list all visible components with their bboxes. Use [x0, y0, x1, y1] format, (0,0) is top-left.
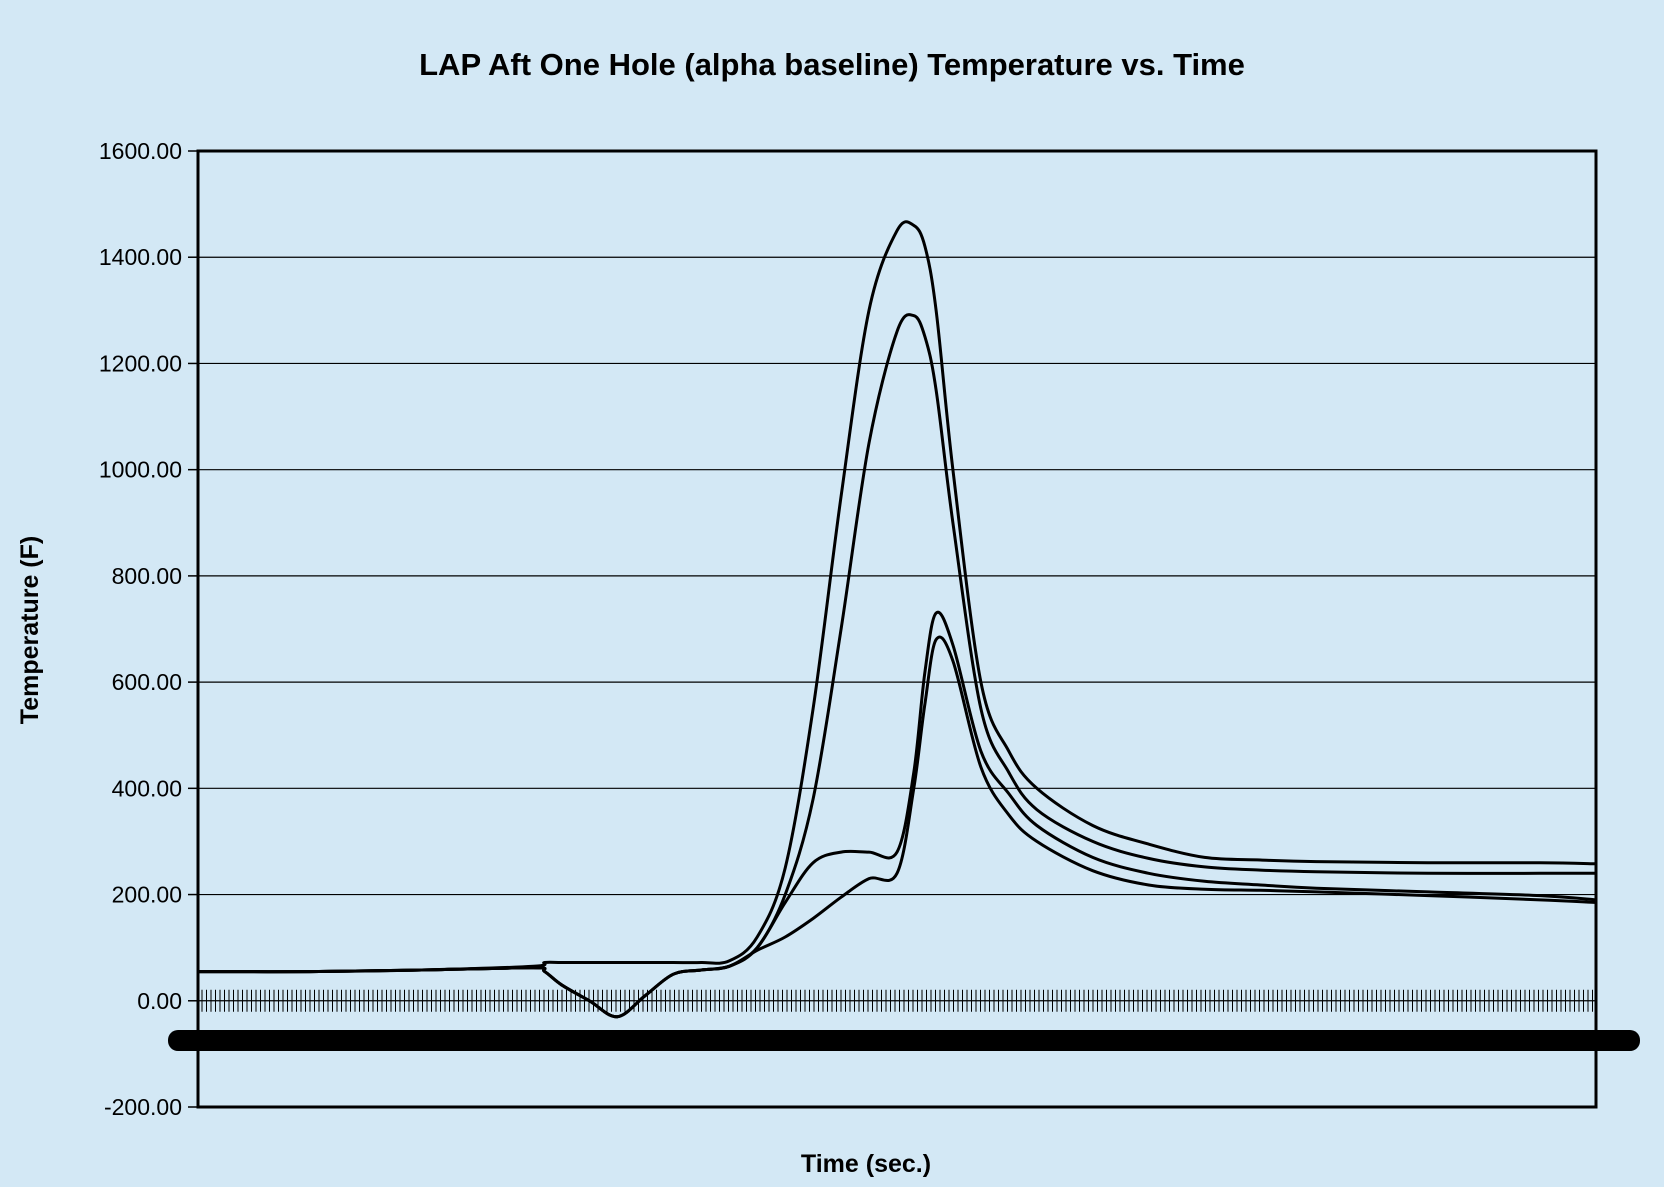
y-axis-ticks: -200.00 0.00 200.00 400.00 600.00 800.00 1000.…	[99, 138, 198, 1120]
y-tick-label: 600.00	[112, 669, 182, 695]
series-lines	[197, 220, 1597, 1019]
y-tick-label: 400.00	[112, 775, 182, 801]
gridlines	[198, 256, 1596, 1002]
plot-area	[196, 149, 1598, 1109]
series-line-2	[197, 313, 1596, 1019]
x-axis-tick-label-band	[168, 1030, 1640, 1051]
y-axis-title: Temperature (F)	[16, 536, 44, 724]
y-tick-label: 200.00	[112, 882, 182, 908]
y-tick-label: -200.00	[104, 1094, 182, 1120]
series-line-4	[197, 635, 1597, 1019]
x-axis-title: Time (sec.)	[801, 1150, 931, 1178]
y-tick-label: 1000.00	[99, 457, 182, 483]
chart-title: LAP Aft One Hole (alpha baseline) Temper…	[419, 47, 1245, 82]
y-tick-label: 800.00	[112, 563, 182, 589]
y-tick-label: 0.00	[137, 988, 182, 1014]
y-tick-label: 1200.00	[99, 350, 182, 376]
series-line-3	[197, 610, 1597, 1019]
y-tick-label: 1400.00	[99, 244, 182, 270]
x-axis-minor-ticks	[201, 989, 1593, 1012]
series-line-1	[197, 220, 1597, 974]
y-tick-label: 1600.00	[99, 138, 182, 164]
x-axis-tick-labels-illegible	[168, 1030, 1640, 1051]
